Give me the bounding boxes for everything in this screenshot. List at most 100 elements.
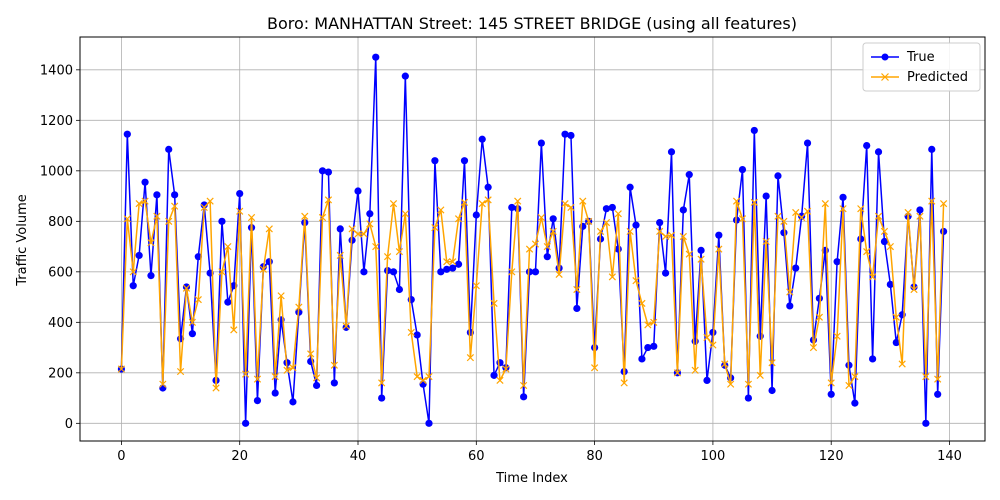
data-point-predicted [721,360,729,368]
data-point-predicted [395,248,404,256]
data-point-true [685,171,693,179]
x-tick-label: 140 [937,449,962,464]
data-point-predicted [372,242,380,251]
data-point-predicted [679,232,687,241]
data-point-predicted [892,313,900,321]
data-point-true [313,381,321,390]
data-point-true [508,203,516,212]
data-point-predicted [868,273,877,281]
data-point-true [182,283,191,291]
series-markers-predicted [117,196,948,392]
data-point-predicted [383,253,392,261]
data-point-true [709,328,717,337]
data-point-predicted [910,285,918,294]
data-point-predicted [147,239,155,247]
data-point-predicted [330,361,338,369]
plot-frame [79,36,986,442]
data-point-true [224,298,232,306]
data-point-predicted [236,207,244,215]
data-point-true [443,265,451,273]
data-point-true [839,193,847,201]
data-point-predicted [644,321,652,329]
data-point-true [425,419,433,427]
data-point-predicted [904,208,912,217]
data-point-true [378,394,386,402]
data-point-predicted [289,364,297,372]
data-point-true [520,393,528,401]
data-point-predicted [117,365,126,373]
legend-box [862,42,981,92]
data-point-predicted [561,200,569,208]
data-point-true [650,342,658,350]
data-point-true [638,355,646,363]
data-point-true [253,397,262,405]
data-point-predicted [774,212,782,220]
data-point-predicted [715,245,723,253]
data-point-predicted [833,332,841,340]
legend-x-marker [881,73,889,81]
data-point-true [389,268,398,276]
data-point-true [768,386,776,395]
legend-marker-true [881,53,889,61]
x-tick-label: 20 [231,449,248,464]
data-point-predicted [159,380,167,388]
legend-label-predicted: Predicted [907,70,968,85]
data-point-true [342,323,350,331]
data-point-predicted [857,205,865,213]
data-point-true [141,178,149,186]
data-point-predicted [200,203,208,212]
data-point-predicted [821,200,829,208]
data-point-predicted [667,231,676,239]
data-point-predicted [224,242,232,251]
data-point-predicted [590,364,599,372]
data-point-predicted [360,230,368,238]
y-axis-label: Traffic Volume [15,194,30,287]
x-axis-label: Time Index [495,471,568,486]
data-point-predicted [165,217,173,225]
data-point-predicted [709,341,717,349]
data-point-true [608,203,616,212]
axis-ticks: 0 20 40 60 80 100 120 1400200400600800100012001… [40,63,962,464]
data-point-predicted [342,322,350,330]
data-point-predicted [153,212,161,220]
data-point-true [413,331,421,339]
data-point-true [632,221,640,229]
data-point-predicted [620,379,628,387]
data-point-true [857,235,865,243]
data-point-predicted [206,197,214,205]
data-point-predicted [880,227,889,236]
data-point-true [171,191,179,199]
data-point-predicted [762,237,770,246]
y-tick-label: 1200 [40,114,73,129]
data-point-true [218,217,226,225]
data-point-predicted [608,273,616,281]
y-tick-label: 600 [48,265,73,280]
data-point-predicted [886,242,894,251]
data-point-true [372,53,380,61]
data-point-true [602,205,611,213]
data-point-predicted [744,380,753,388]
data-point-true [318,167,327,175]
data-point-true [786,302,794,310]
data-point-true [869,355,877,363]
data-point-predicted [732,197,741,205]
data-point-true [886,280,894,289]
data-point-true [661,269,670,277]
data-point-predicted [348,225,356,233]
data-point-true [798,212,806,220]
data-point-predicted [851,372,859,381]
x-tick-label: 80 [586,449,603,464]
data-point-true [419,380,427,388]
data-point-true [750,126,758,135]
data-point-predicted [525,245,534,253]
data-point-true [561,130,569,138]
y-tick-label: 800 [48,215,73,230]
data-point-true [265,258,273,266]
data-point-predicted [803,207,812,215]
data-point-true [531,268,540,276]
data-point-predicted [247,213,256,222]
data-point-predicted [798,213,806,222]
data-point-true [939,227,948,236]
data-point-true [922,419,930,427]
data-point-predicted [596,227,605,236]
